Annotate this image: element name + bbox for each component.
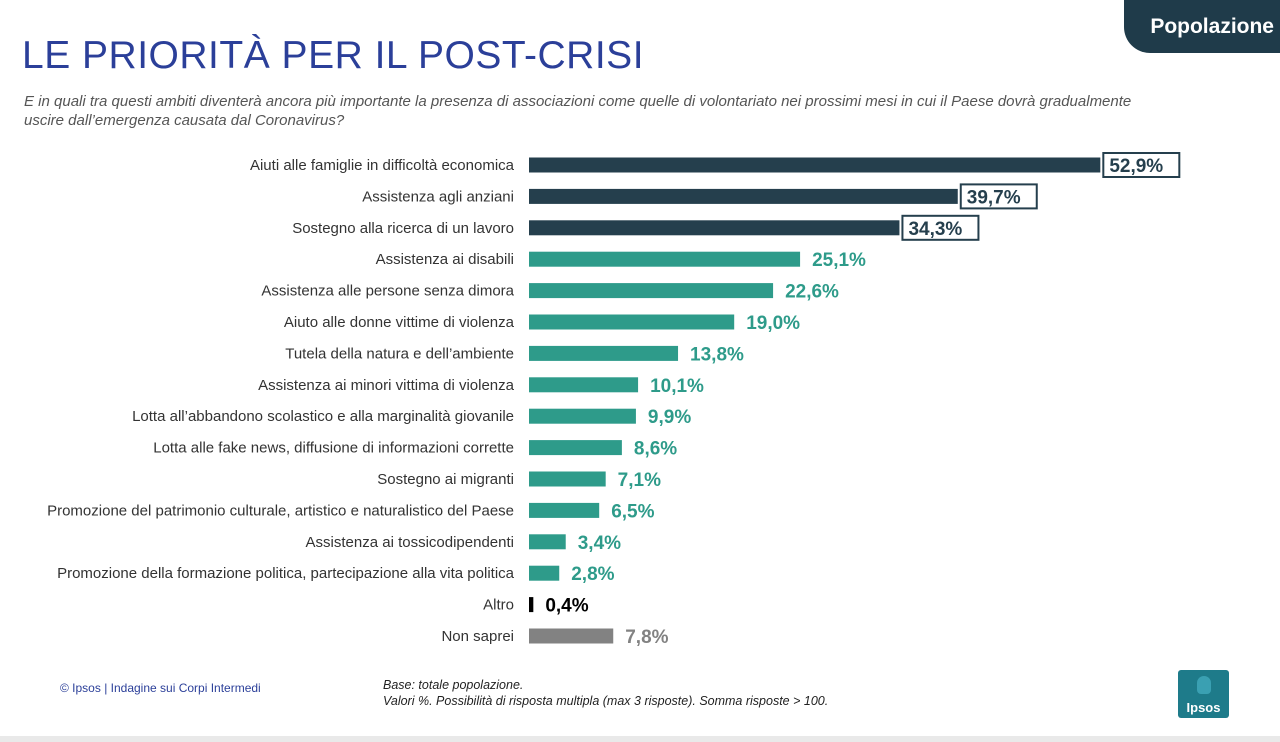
bar: [529, 314, 735, 330]
bar: [529, 628, 614, 644]
bar: [529, 471, 606, 487]
value-label: 52,9%: [1109, 156, 1163, 177]
bar: [529, 157, 1101, 173]
value-label: 7,8%: [625, 627, 668, 648]
base-note-line2: Valori %. Possibilità di risposta multip…: [383, 694, 829, 708]
category-label: Assistenza ai minori vittima di violenza: [258, 377, 515, 394]
bar: [529, 283, 774, 299]
value-label: 8,6%: [634, 439, 677, 460]
population-tag: Popolazione: [1124, 0, 1280, 53]
survey-question: E in quali tra questi ambiti diventerà a…: [24, 93, 1132, 129]
category-label: Altro: [483, 597, 514, 614]
bar: [529, 188, 958, 204]
bar-chart: Aiuti alle famiglie in difficoltà econom…: [47, 152, 1181, 648]
category-label: Promozione del patrimonio culturale, art…: [47, 502, 514, 519]
bar: [529, 565, 560, 581]
bar: [529, 377, 639, 393]
bar: [529, 345, 679, 361]
value-label: 39,7%: [967, 187, 1021, 208]
value-label: 10,1%: [650, 376, 704, 397]
value-label: 7,1%: [618, 470, 661, 491]
bar: [529, 502, 600, 518]
value-label: 9,9%: [648, 407, 691, 428]
bar: [529, 220, 900, 236]
category-label: Assistenza alle persone senza dimora: [261, 283, 514, 300]
category-label: Lotta alle fake news, diffusione di info…: [153, 440, 514, 457]
bar: [529, 440, 622, 456]
footer-source: © Ipsos | Indagine sui Corpi Intermedi: [60, 681, 261, 695]
value-box: [959, 183, 1038, 210]
value-label: 25,1%: [812, 250, 866, 271]
value-label: 19,0%: [746, 313, 800, 334]
category-label: Assistenza ai tossicodipendenti: [306, 534, 514, 551]
value-box: [901, 214, 980, 241]
ipsos-logo: Ipsos: [1178, 670, 1229, 718]
bar: [529, 408, 636, 424]
value-label: 3,4%: [578, 533, 621, 554]
category-label: Promozione della formazione politica, pa…: [57, 565, 515, 582]
value-label: 6,5%: [611, 501, 654, 522]
value-box: [1102, 152, 1181, 178]
base-note: Base: totale popolazione. Valori %. Poss…: [383, 677, 828, 709]
bar: [529, 597, 534, 613]
category-label: Assistenza ai disabili: [376, 251, 514, 268]
category-label: Non saprei: [441, 628, 514, 645]
category-label: Lotta all’abbandono scolastico e alla ma…: [132, 408, 514, 425]
category-label: Sostegno ai migranti: [377, 471, 514, 488]
value-label: 34,3%: [908, 219, 962, 240]
value-label: 2,8%: [571, 564, 614, 585]
base-note-line1: Base: totale popolazione.: [383, 678, 524, 692]
value-label: 0,4%: [545, 596, 588, 617]
category-label: Aiuto alle donne vittime di violenza: [284, 314, 515, 331]
bottom-strip: [0, 736, 1280, 742]
value-label: 13,8%: [690, 344, 744, 365]
category-label: Aiuti alle famiglie in difficoltà econom…: [250, 157, 515, 174]
category-label: Assistenza agli anziani: [362, 188, 514, 205]
bar: [529, 251, 801, 267]
page-title: LE PRIORITÀ PER IL POST-CRISI: [22, 34, 645, 77]
category-label: Tutela della natura e dell’ambiente: [285, 345, 514, 362]
bar: [529, 534, 566, 550]
category-label: Sostegno alla ricerca di un lavoro: [292, 220, 514, 237]
value-label: 22,6%: [785, 282, 839, 303]
